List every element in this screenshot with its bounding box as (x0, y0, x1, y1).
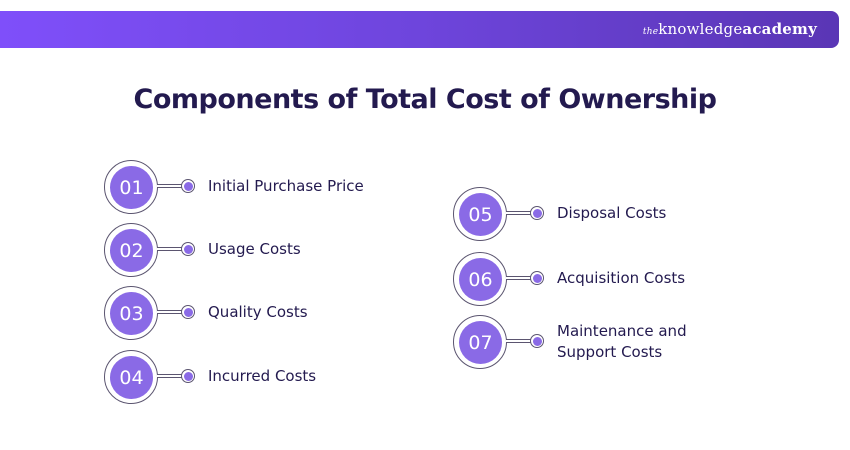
number-ring: 01 (104, 160, 158, 214)
connector-dot-icon (181, 242, 195, 256)
connector-dot-icon (530, 206, 544, 220)
brand-knowledge: knowledge (658, 20, 743, 38)
number-badge: 07 (459, 321, 502, 364)
component-item-06: 06 Acquisition Costs (453, 252, 753, 308)
component-item-01: 01 Initial Purchase Price (104, 160, 404, 216)
connector-dot-icon (181, 305, 195, 319)
connector-line (157, 247, 184, 251)
connector-line (506, 339, 533, 343)
brand-logo: theknowledgeacademy (643, 20, 817, 38)
number-ring: 02 (104, 223, 158, 277)
number-ring: 05 (453, 187, 507, 241)
connector-line (157, 310, 184, 314)
number-ring: 03 (104, 286, 158, 340)
component-item-07: 07 Maintenance and Support Costs (453, 315, 753, 371)
component-label: Incurred Costs (208, 367, 317, 385)
number-badge: 01 (110, 166, 153, 209)
number-ring: 04 (104, 350, 158, 404)
number-badge: 06 (459, 258, 502, 301)
number-badge: 03 (110, 292, 153, 335)
component-label: Initial Purchase Price (208, 177, 364, 195)
connector-line (157, 374, 184, 378)
component-label: Disposal Costs (557, 204, 667, 222)
number-ring: 06 (453, 252, 507, 306)
component-label: Acquisition Costs (557, 269, 686, 287)
component-item-03: 03 Quality Costs (104, 286, 404, 342)
brand-the: the (642, 27, 659, 37)
connector-dot-icon (181, 369, 195, 383)
number-badge: 05 (459, 193, 502, 236)
component-item-04: 04 Incurred Costs (104, 350, 404, 406)
number-badge: 04 (110, 356, 153, 399)
connector-dot-icon (530, 271, 544, 285)
component-label: Usage Costs (208, 240, 301, 258)
component-label: Maintenance and Support Costs (557, 321, 687, 361)
number-ring: 07 (453, 315, 507, 369)
page-title: Components of Total Cost of Ownership (133, 84, 717, 115)
number-badge: 02 (110, 229, 153, 272)
brand-academy: academy (742, 20, 817, 38)
connector-dot-icon (530, 334, 544, 348)
connector-dot-icon (181, 179, 195, 193)
connector-line (157, 184, 184, 188)
component-item-02: 02 Usage Costs (104, 223, 404, 279)
component-item-05: 05 Disposal Costs (453, 187, 753, 243)
connector-line (506, 211, 533, 215)
connector-line (506, 276, 533, 280)
header-banner: theknowledgeacademy (0, 11, 839, 48)
component-label: Quality Costs (208, 303, 308, 321)
